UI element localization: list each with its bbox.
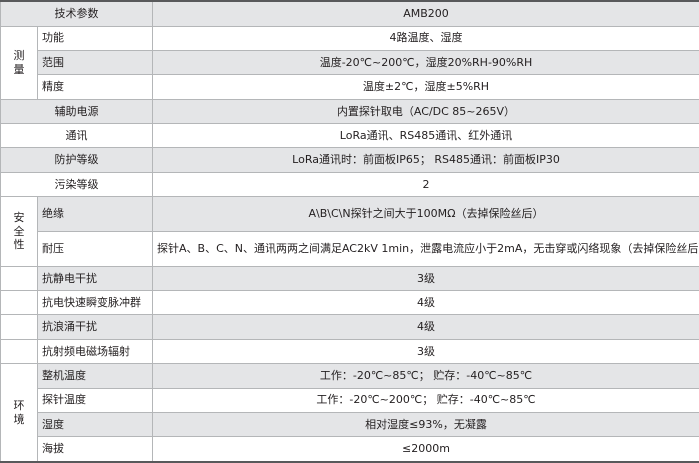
table-row: 污染等级 2 — [0, 171, 699, 198]
row-value-eft-immunity: 4级 — [152, 290, 699, 316]
row-label-altitude: 海拔 — [37, 436, 153, 463]
group-label-measurement-text: 测量 — [13, 48, 25, 76]
row-label-surge-immunity: 抗浪涌干扰 — [37, 314, 153, 340]
row-value-surge-immunity: 4级 — [152, 314, 699, 340]
row-value-insulation: A\B\C\N探针之间大于100MΩ（去掉保险丝后） — [152, 196, 699, 232]
group-label-safety-text: 安全性 — [13, 210, 25, 252]
row-value-function: 4路温度、湿度 — [152, 25, 699, 52]
row-value-unit-temperature: 工作：-20℃~85℃； 贮存：-40℃~85℃ — [152, 363, 699, 389]
row-value-humidity: 相对湿度≤93%，无凝露 — [152, 411, 699, 438]
row-label-pollution-level: 污染等级 — [0, 171, 153, 198]
row-value-withstand-voltage: 探针A、B、C、N、通讯两两之间满足AC2kV 1min，泄露电流应小于2mA，… — [152, 230, 699, 267]
group-label-empty — [0, 338, 38, 365]
group-label-empty — [0, 290, 38, 316]
row-label-range: 范围 — [37, 50, 153, 76]
table-row: 抗静电干扰 3级 — [0, 265, 699, 292]
table-row: 抗电快速瞬变脉冲群 4级 — [0, 290, 699, 316]
group-label-measurement: 测量 — [0, 25, 38, 100]
row-label-unit-temperature: 整机温度 — [37, 363, 153, 389]
table-row: 辅助电源 内置探针取电（AC/DC 85~265V） — [0, 98, 699, 125]
table-header-row: 技术参数 AMB200 — [0, 0, 699, 27]
table-row: 测量 功能 4路温度、湿度 — [0, 25, 699, 100]
row-value-esd-immunity: 3级 — [152, 265, 699, 292]
table-row: 安全性 绝缘 A\B\C\N探针之间大于100MΩ（去掉保险丝后） — [0, 196, 699, 267]
row-label-humidity: 湿度 — [37, 411, 153, 438]
row-value-protection-level: LoRa通讯时：前面板IP65； RS485通讯：前面板IP30 — [152, 147, 699, 173]
row-value-accuracy: 温度±2℃，湿度±5%RH — [152, 74, 699, 100]
group-label-empty — [0, 265, 38, 292]
row-value-altitude: ≤2000m — [152, 436, 699, 463]
row-value-communication: LoRa通讯、RS485通讯、红外通讯 — [152, 123, 699, 149]
row-label-protection-level: 防护等级 — [0, 147, 153, 173]
table-row: 探针温度 工作：-20℃~200℃； 贮存：-40℃~85℃ — [1, 387, 699, 413]
row-value-rf-field-immunity: 3级 — [152, 338, 699, 365]
row-label-withstand-voltage: 耐压 — [37, 230, 153, 267]
row-value-pollution-level: 2 — [152, 171, 699, 198]
row-value-range: 温度-20℃~200℃，湿度20%RH-90%RH — [152, 50, 699, 76]
table-row: 精度 温度±2℃，湿度±5%RH — [1, 74, 699, 100]
group-label-environment-text: 环境 — [13, 398, 25, 426]
row-label-communication: 通讯 — [0, 123, 153, 149]
row-value-aux-power: 内置探针取电（AC/DC 85~265V） — [152, 98, 699, 125]
row-label-probe-temperature: 探针温度 — [37, 387, 153, 413]
table-row: 范围 温度-20℃~200℃，湿度20%RH-90%RH — [1, 50, 699, 76]
row-label-rf-field-immunity: 抗射频电磁场辐射 — [37, 338, 153, 365]
row-label-insulation: 绝缘 — [37, 196, 153, 232]
row-value-probe-temperature: 工作：-20℃~200℃； 贮存：-40℃~85℃ — [152, 387, 699, 413]
group-label-safety: 安全性 — [0, 196, 38, 267]
row-label-aux-power: 辅助电源 — [0, 98, 153, 125]
table-row: 湿度 相对湿度≤93%，无凝露 — [1, 411, 699, 438]
table-row: 海拔 ≤2000m — [1, 436, 699, 463]
table-row: 抗浪涌干扰 4级 — [0, 314, 699, 340]
table-row: 防护等级 LoRa通讯时：前面板IP65； RS485通讯：前面板IP30 — [0, 147, 699, 173]
row-label-accuracy: 精度 — [37, 74, 153, 100]
row-label-function: 功能 — [37, 25, 153, 52]
group-label-empty — [0, 314, 38, 340]
table-row: 抗射频电磁场辐射 3级 — [0, 338, 699, 365]
header-model-cell: AMB200 — [152, 0, 699, 27]
table-row: 通讯 LoRa通讯、RS485通讯、红外通讯 — [0, 123, 699, 149]
row-label-esd-immunity: 抗静电干扰 — [37, 265, 153, 292]
header-title-cell: 技术参数 — [0, 0, 153, 27]
table-row: 耐压 探针A、B、C、N、通讯两两之间满足AC2kV 1min，泄露电流应小于2… — [1, 230, 699, 267]
group-label-environment: 环境 — [0, 363, 38, 463]
row-label-eft-immunity: 抗电快速瞬变脉冲群 — [37, 290, 153, 316]
table-row: 环境 整机温度 工作：-20℃~85℃； 贮存：-40℃~85℃ — [0, 363, 699, 463]
